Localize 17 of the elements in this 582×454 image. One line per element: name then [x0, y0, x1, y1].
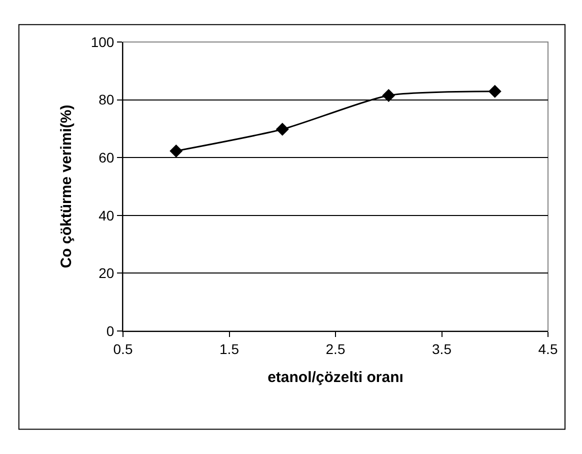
x-tick-label: 0.5 [113, 340, 133, 357]
y-tick-label: 80 [98, 92, 114, 108]
point [382, 88, 396, 102]
point [276, 122, 289, 136]
point [488, 84, 502, 98]
x-tick-label: 1.5 [220, 340, 240, 357]
y-tick-label: 60 [98, 150, 114, 166]
y-tick-label: 40 [98, 207, 114, 224]
x-axis-title: etanol/çözelti oranı [268, 368, 404, 386]
y-axis-title: Co çöktürme verimi(%) [58, 104, 76, 268]
y-tick-label: 100 [90, 34, 114, 50]
y-tick-label: 0 [106, 322, 114, 339]
x-tick-label: 4.5 [538, 340, 558, 357]
x-tick-label: 3.5 [432, 340, 452, 357]
y-tick-label: 20 [98, 265, 114, 282]
x-tick-label: 2.5 [326, 340, 346, 357]
point [170, 144, 183, 158]
